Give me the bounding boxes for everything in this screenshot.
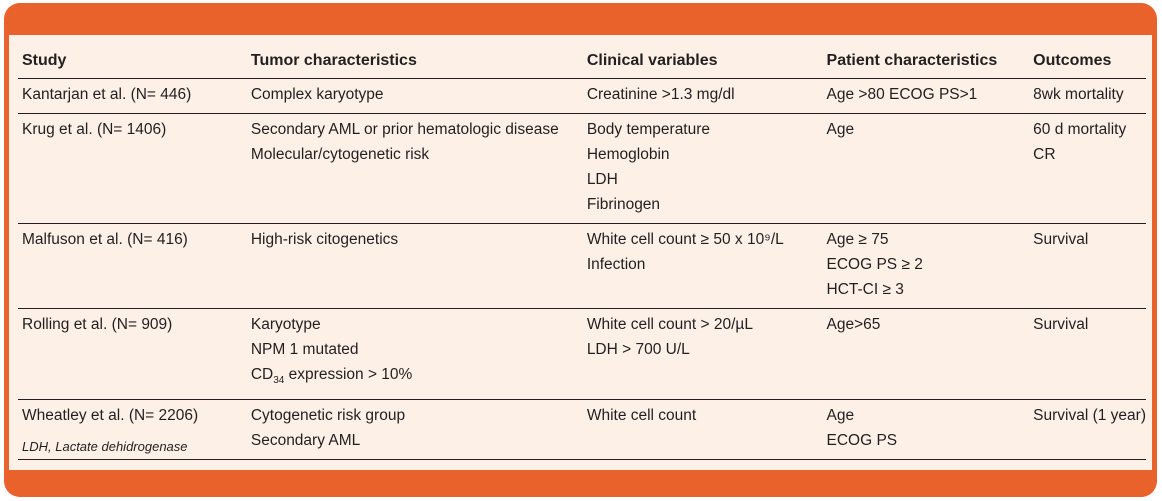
tumor-item: Cytogenetic risk group [250,407,406,425]
table-row: Kantarjan et al. (N= 446) Complex karyot… [18,78,1146,114]
patient-item: ECOG PS ≥ 2 [826,256,923,273]
header-study: Study [18,45,247,79]
patient-item: Age>65 [826,316,881,333]
cell-tumor: Secondary AML or prior hematologic disea… [246,113,583,224]
table-footnote: LDH, Lactate dehidrogenase [22,439,188,454]
tumor-item: Secondary AML or prior hematologic disea… [250,121,559,138]
clinical-item: Hemoglobin [586,146,670,163]
tumor-item: CD34 expression > 10% [250,366,413,387]
tumor-item: High-risk citogenetics [250,231,399,248]
cell-outcomes: 60 d mortality CR [1029,113,1146,224]
header-clinical: Clinical variables [582,45,823,79]
header-outcomes: Outcomes [1029,45,1146,79]
study-name: Malfuson et al. (N= 416) [22,231,188,248]
patient-item: Age >80 ECOG PS>1 [826,86,978,103]
cell-patient: Age ECOG PS [822,399,1030,461]
outcome-item: 8wk mortality [1033,86,1124,103]
study-name: Krug et al. (N= 1406) [22,121,167,138]
tumor-item: Molecular/cytogenetic risk [250,146,430,163]
cell-tumor: High-risk citogenetics [246,223,583,309]
table-panel: Study Tumor characteristics Clinical var… [9,35,1152,470]
tumor-item: Secondary AML [250,432,361,450]
outcome-item: 60 d mortality [1033,121,1127,138]
cell-patient: Age>65 [822,308,1030,401]
outcome-item: Survival [1033,231,1089,248]
clinical-item: White cell count > 20/µL [586,316,753,333]
cell-outcomes: 8wk mortality [1029,78,1146,114]
table-row: Rolling et al. (N= 909) Karyotype NPM 1 … [18,308,1146,401]
cell-tumor: Cytogenetic risk group Secondary AML [246,399,583,461]
patient-item: ECOG PS [826,432,898,450]
cell-patient: Age ≥ 75 ECOG PS ≥ 2 HCT-CI ≥ 3 [822,223,1030,309]
study-name: Wheatley et al. (N= 2206) [22,407,199,425]
tumor-item: NPM 1 mutated [250,341,359,358]
cell-clinical: White cell count ≥ 50 x 10⁹/L Infection [582,223,823,309]
clinical-item: White cell count ≥ 50 x 10⁹/L [586,231,784,248]
cell-study: Krug et al. (N= 1406) [18,113,247,224]
table-row: Malfuson et al. (N= 416) High-risk citog… [18,223,1146,309]
cell-patient: Age >80 ECOG PS>1 [822,78,1030,114]
clinical-item: LDH > 700 U/L [586,341,690,358]
table-row: Krug et al. (N= 1406) Secondary AML or p… [18,113,1146,224]
tumor-item: Complex karyotype [250,86,384,103]
cell-clinical: White cell count > 20/µL LDH > 700 U/L [582,308,823,401]
cell-clinical: Creatinine >1.3 mg/dl [582,78,823,114]
cell-patient: Age [822,113,1030,224]
cell-study: Malfuson et al. (N= 416) [18,223,247,309]
clinical-item: LDH [586,171,618,188]
clinical-item: White cell count [586,407,697,425]
study-name: Rolling et al. (N= 909) [22,316,173,333]
patient-item: Age ≥ 75 [826,231,889,248]
clinical-item: Creatinine >1.3 mg/dl [586,86,735,103]
outcome-item: Survival [1033,316,1089,333]
patient-item: Age [826,121,855,138]
cell-outcomes: Survival [1029,223,1146,309]
cell-clinical: Body temperature Hemoglobin LDH Fibrinog… [582,113,823,224]
clinical-item: Body temperature [586,121,711,138]
data-table: Study Tumor characteristics Clinical var… [18,45,1146,461]
patient-item: HCT-CI ≥ 3 [826,281,904,298]
cell-clinical: White cell count [582,399,823,461]
cell-tumor: Complex karyotype [246,78,583,114]
cell-tumor: Karyotype NPM 1 mutated CD34 expression … [246,308,583,401]
clinical-item: Infection [586,256,646,273]
outcome-item: CR [1033,146,1056,163]
cell-outcomes: Survival [1029,308,1146,401]
patient-item: Age [826,407,855,425]
outcome-item: Survival (1 year) [1033,407,1146,425]
header-patient: Patient characteristics [822,45,1030,79]
cell-outcomes: Survival (1 year) [1029,399,1146,461]
study-name: Kantarjan et al. (N= 446) [22,86,192,103]
header-tumor: Tumor characteristics [246,45,583,79]
table-frame: Study Tumor characteristics Clinical var… [4,3,1157,497]
clinical-item: Fibrinogen [586,196,661,213]
header-row: Study Tumor characteristics Clinical var… [18,45,1146,79]
cell-study: Rolling et al. (N= 909) [18,308,247,401]
cell-study: Wheatley et al. (N= 2206) [18,399,247,461]
table-row: Wheatley et al. (N= 2206) Cytogenetic ri… [18,399,1146,461]
cell-study: Kantarjan et al. (N= 446) [18,78,247,114]
tumor-item: Karyotype [250,316,321,333]
